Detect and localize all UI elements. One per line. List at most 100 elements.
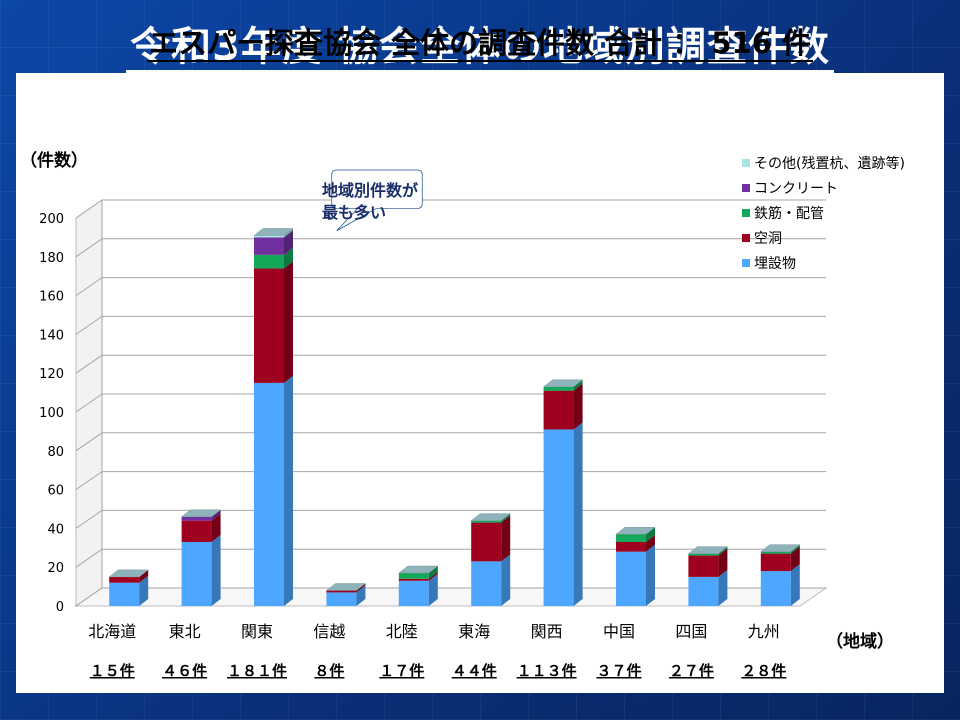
bar-side-関西-鉄筋・配管 <box>573 379 583 391</box>
legend-label: 鉄筋・配管 <box>754 205 824 222</box>
y-axis-label: （件数） <box>20 151 88 171</box>
bar-side-信越-空洞 <box>356 583 366 593</box>
bar-関西-空洞 <box>543 390 574 430</box>
legend-swatch <box>742 259 750 267</box>
bar-北陸-鉄筋・配管 <box>398 573 429 579</box>
bar-北海道-埋設物 <box>109 582 140 606</box>
gridline-side <box>75 432 103 452</box>
x-tick-label: 九州 <box>748 622 780 641</box>
y-tick-label: 180 <box>39 251 64 266</box>
legend-label: コンクリート <box>754 181 838 197</box>
bar-side-北陸-埋設物 <box>428 573 438 606</box>
bar-東北-コンクリート <box>181 516 212 521</box>
bar-side-東北-埋設物 <box>211 534 221 606</box>
y-tick-label: 40 <box>47 522 64 537</box>
gridline-side <box>75 548 103 568</box>
bar-side-四国-鉄筋・配管 <box>718 546 728 556</box>
bar-side-北海道-埋設物 <box>139 575 149 606</box>
slide-title: 令和3年度 協会全体の地域別調査件数 <box>0 14 960 73</box>
bar-関東-埋設物 <box>254 382 284 606</box>
bar-side-九州-空洞 <box>790 546 800 572</box>
total-label: ２８件 <box>741 662 786 680</box>
bar-side-関東-コンクリート <box>284 230 293 255</box>
bar-side-関西-空洞 <box>573 383 583 430</box>
bar-top-関西 <box>542 379 584 388</box>
x-tick-label: 東北 <box>169 622 201 641</box>
bar-top-関東 <box>253 228 294 236</box>
x-axis-label: （地域） <box>826 632 894 652</box>
y-tick-label: 140 <box>39 328 64 343</box>
y-tick-label: 0 <box>56 600 64 615</box>
bar-東北-空洞 <box>181 520 212 542</box>
callout-bubble <box>331 169 423 232</box>
bar-side-関西-埋設物 <box>573 422 583 606</box>
callout-text: 地域別件数が 最も多い <box>322 181 419 222</box>
bar-東海-鉄筋・配管 <box>471 520 502 523</box>
bar-side-北陸-鉄筋・配管 <box>428 566 438 579</box>
legend-label: 空洞 <box>754 231 782 247</box>
bar-side-関東-鉄筋・配管 <box>284 247 293 269</box>
bar-中国-鉄筋・配管 <box>616 534 646 542</box>
gridline-side <box>75 354 103 374</box>
y-tick-label: 100 <box>39 406 64 421</box>
bar-関東-鉄筋・配管 <box>254 254 284 269</box>
bar-東北-埋設物 <box>181 541 212 606</box>
bar-東海-空洞 <box>471 522 502 562</box>
y-tick-label: 80 <box>47 445 64 460</box>
legend-label: 埋設物 <box>754 256 796 272</box>
x-tick-label: 北陸 <box>386 622 418 641</box>
gridline-side <box>75 393 103 413</box>
bar-side-東海-空洞 <box>501 515 511 562</box>
total-label: １７件 <box>379 662 424 680</box>
bar-side-東海-埋設物 <box>501 554 511 606</box>
legend-label: その他(残置杭、遺跡等) <box>754 155 905 172</box>
bar-side-北陸-空洞 <box>428 571 438 581</box>
bar-top-信越 <box>325 583 367 591</box>
bar-信越-埋設物 <box>326 592 357 606</box>
y-tick-label: 200 <box>39 212 64 227</box>
gridline-side <box>75 277 103 297</box>
total-label: ４４件 <box>452 662 497 680</box>
bar-side-四国-空洞 <box>718 548 728 577</box>
gridline-side <box>75 509 103 529</box>
bar-関東-コンクリート <box>254 237 284 255</box>
bar-side-九州-埋設物 <box>790 564 800 606</box>
bar-関西-埋設物 <box>543 429 574 606</box>
total-label: ８件 <box>314 662 344 680</box>
bar-中国-埋設物 <box>616 551 646 606</box>
bar-東海-埋設物 <box>471 561 502 606</box>
bar-top-中国 <box>615 526 656 535</box>
legend-swatch <box>742 159 750 167</box>
legend-swatch <box>742 184 750 192</box>
bar-九州-空洞 <box>760 553 791 572</box>
bar-side-東海-鉄筋・配管 <box>501 513 511 523</box>
bar-top-北海道 <box>108 569 149 578</box>
gridline-side <box>75 199 103 219</box>
x-tick-label: 東海 <box>458 622 490 641</box>
bar-side-中国-空洞 <box>646 534 655 552</box>
x-tick-label: 関東 <box>241 622 273 641</box>
total-label: １５件 <box>90 662 135 680</box>
bar-side-関東-埋設物 <box>284 375 293 606</box>
bar-四国-埋設物 <box>688 576 719 606</box>
bar-九州-鉄筋・配管 <box>760 551 791 554</box>
y-tick-label: 120 <box>39 367 64 382</box>
gridline-side <box>75 587 103 607</box>
bar-四国-空洞 <box>688 555 719 577</box>
y-tick-label: 60 <box>47 484 64 499</box>
chart-title: エスパー探査協会 全体の調査件数 合計 ： 516 件 <box>0 20 960 62</box>
bar-top-東北 <box>180 509 222 518</box>
bar-side-関東-その他(残置杭、遺跡等) <box>284 228 293 238</box>
gridline-side <box>75 238 103 258</box>
bar-side-東北-空洞 <box>211 513 221 542</box>
total-label: １８１件 <box>227 662 287 680</box>
bar-top-九州 <box>760 544 801 552</box>
bar-side-北海道-空洞 <box>139 569 149 583</box>
x-tick-label: 中国 <box>603 622 635 641</box>
x-tick-label: 関西 <box>531 622 563 641</box>
x-tick-label: 四国 <box>675 622 707 641</box>
total-label: ３７件 <box>596 662 641 680</box>
bar-中国-空洞 <box>616 541 646 552</box>
bar-関東-その他(残置杭、遺跡等) <box>254 235 284 238</box>
